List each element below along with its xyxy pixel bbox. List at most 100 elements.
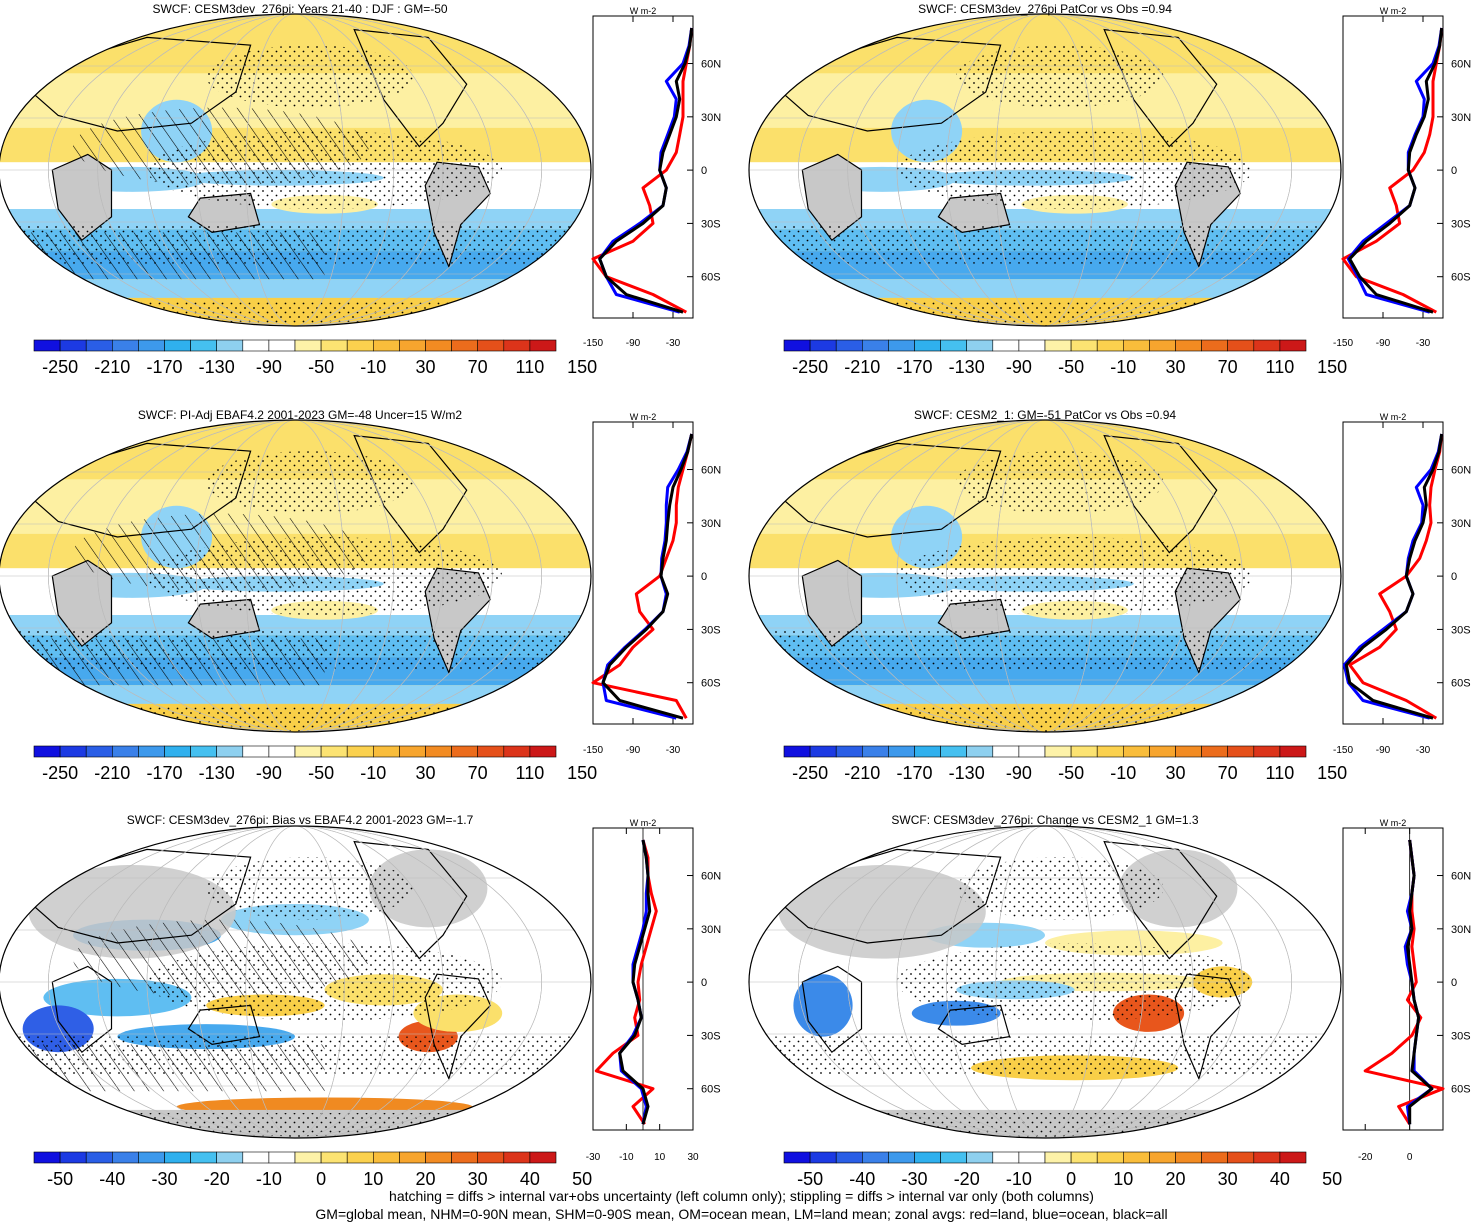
colorbar-swatch xyxy=(1149,745,1176,758)
colorbar-label: -170 xyxy=(896,763,932,783)
colorbar-swatch xyxy=(1201,339,1228,352)
colorbar-label: 70 xyxy=(1218,357,1238,377)
colorbar-swatch xyxy=(503,745,531,758)
zonal-y-tick-label: 30N xyxy=(1451,924,1471,936)
colorbar-label: -50 xyxy=(1058,763,1084,783)
zonal-y-tick-label: 30S xyxy=(701,218,721,230)
panel-title-4: SWCF: CESM2_1: GM=-51 PatCor vs Obs =0.9… xyxy=(913,408,1177,422)
zonal-frame xyxy=(1342,15,1444,319)
colorbar-label: 70 xyxy=(468,763,488,783)
colorbar-label: 30 xyxy=(415,763,435,783)
colorbar-label: -50 xyxy=(308,763,334,783)
footer-hatching-note: hatching = diffs > internal var+obs unce… xyxy=(389,1188,1094,1204)
graticule-meridian xyxy=(146,420,444,732)
colorbar-swatch xyxy=(1253,339,1281,352)
colorbar-label: -130 xyxy=(199,763,235,783)
zonal-line-land xyxy=(591,27,694,314)
colorbar-swatch xyxy=(399,1151,426,1164)
atlantic-patch xyxy=(369,104,517,127)
graticule-meridian xyxy=(146,14,444,326)
colorbar-swatch xyxy=(477,339,505,352)
zonal-y-tick-label: 60S xyxy=(701,1084,721,1096)
zonal-x-tick-label: 10 xyxy=(654,1152,666,1163)
colorbar-label: -90 xyxy=(256,357,282,377)
colorbar-label: 40 xyxy=(520,1169,540,1189)
zonal-x-tick-label: -30 xyxy=(1416,745,1431,756)
colorbar-label: 10 xyxy=(363,1169,383,1189)
stippling xyxy=(206,45,414,108)
colorbar-label: 110 xyxy=(1266,763,1295,783)
colorbar-swatch xyxy=(1227,1151,1255,1164)
zonal-line-all xyxy=(1405,839,1434,1125)
zonal-y-tick-label: 0 xyxy=(1451,977,1457,989)
colorbar-swatch xyxy=(216,339,244,352)
colorbar-swatch xyxy=(59,339,87,352)
graticule-meridian xyxy=(146,826,444,1138)
colorbar-swatch xyxy=(85,339,113,352)
colorbar-swatch xyxy=(1175,1151,1202,1164)
graticule-meridian xyxy=(798,420,1292,732)
colorbar-swatch xyxy=(268,1151,296,1164)
colorbar-swatch xyxy=(33,745,61,758)
colorbar-swatch xyxy=(888,745,915,758)
colorbar-swatch xyxy=(451,339,479,352)
stippling xyxy=(206,857,414,920)
colorbar-label: -40 xyxy=(849,1169,875,1189)
zonal-x-tick-label: 0 xyxy=(1407,1152,1413,1163)
graticule-meridian xyxy=(847,14,1243,326)
graticule-meridian xyxy=(245,420,345,732)
zonal-panel-3: -150 -90 -30 W m-2 60N 30N 0 30S 60S xyxy=(583,412,721,756)
colorbar-label: 0 xyxy=(316,1169,326,1189)
colorbar-swatch xyxy=(1149,1151,1176,1164)
stippling xyxy=(0,301,591,326)
colorbar-label: 10 xyxy=(1113,1169,1133,1189)
colorbar-4: -250 -210 -170 -130 -90 -50 -10 30 70 110 150 xyxy=(783,745,1347,783)
panel-title-2: SWCF: CESM3dev_276pi PatCor vs Obs =0.94 xyxy=(918,2,1172,16)
colorbar-label: -130 xyxy=(949,763,985,783)
colorbar-swatch xyxy=(914,339,941,352)
colorbar-swatch xyxy=(85,745,113,758)
colorbar-label: 20 xyxy=(415,1169,435,1189)
graticule-meridian xyxy=(896,826,1194,1138)
colorbar-label: 0 xyxy=(1066,1169,1076,1189)
zonal-y-tick-label: 30N xyxy=(1451,112,1471,124)
zonal-panel-2: -150 -90 -30 W m-2 60N 30N 0 30S 60S xyxy=(1333,6,1471,349)
colorbar-swatch xyxy=(835,1151,863,1164)
colorbar-label: 110 xyxy=(516,357,545,377)
colorbar-label: 70 xyxy=(468,357,488,377)
colorbar-label: -250 xyxy=(792,763,828,783)
continent-outline xyxy=(1103,434,1218,554)
colorbar-label: 50 xyxy=(572,1169,592,1189)
colorbar-swatch xyxy=(1070,339,1098,352)
colorbar-swatch xyxy=(1096,745,1124,758)
colorbar-swatch xyxy=(85,1151,113,1164)
so-band-4 xyxy=(0,279,591,298)
colorbar-swatch xyxy=(1201,1151,1228,1164)
colorbar-swatch xyxy=(1123,745,1150,758)
colorbar-swatch xyxy=(294,1151,322,1164)
colorbar-swatch xyxy=(33,339,61,352)
colorbar-swatch xyxy=(914,745,941,758)
colorbar-swatch xyxy=(190,745,218,758)
colorbar-swatch xyxy=(399,339,426,352)
colorbar-label: -10 xyxy=(256,1169,282,1189)
so-band-4 xyxy=(749,685,1341,704)
north-america-mask xyxy=(1119,849,1238,928)
colorbar-label: 150 xyxy=(567,357,597,377)
zonal-x-tick-label: 30 xyxy=(687,1152,699,1163)
colorbar-swatch xyxy=(242,1151,270,1164)
colorbar-label: -130 xyxy=(199,357,235,377)
colorbar-swatch xyxy=(1018,1151,1046,1164)
graticule-meridian xyxy=(847,826,1243,1138)
colorbar-swatch xyxy=(835,339,863,352)
stippling xyxy=(206,451,414,514)
zonal-y-tick-label: 0 xyxy=(1451,165,1457,177)
zonal-x-tick-label: -30 xyxy=(1416,338,1431,349)
colorbar-swatch xyxy=(1253,745,1281,758)
graticule-meridian xyxy=(196,14,394,326)
zonal-y-tick-label: 30N xyxy=(701,112,721,124)
colorbar-swatch xyxy=(783,339,811,352)
colorbar-swatch xyxy=(138,339,165,352)
colorbar-swatch xyxy=(164,745,191,758)
zonal-y-tick-label: 60N xyxy=(1451,59,1471,71)
